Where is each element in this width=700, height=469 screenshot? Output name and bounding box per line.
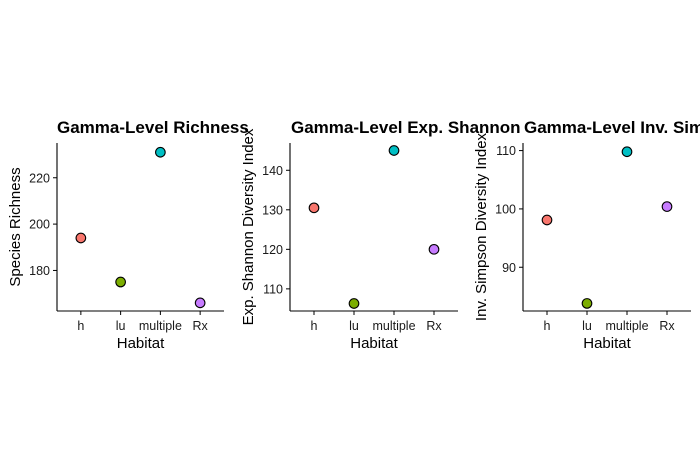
data-point-Rx xyxy=(661,201,673,212)
y-tick-label: 130 xyxy=(262,203,283,217)
y-tick-label: 220 xyxy=(29,171,50,185)
y-tick-label: 90 xyxy=(502,261,516,275)
x-tick-label: Rx xyxy=(659,319,675,333)
chart-title: Gamma-Level Richness xyxy=(57,118,249,137)
y-axis-title: Inv. Simpson Diversity Index xyxy=(473,132,490,321)
x-tick-label: multiple xyxy=(605,319,648,333)
y-tick-label: 180 xyxy=(29,264,50,278)
chart-panel-2: 110 120 130 140 h lu multiple Rx Habitat Exp. Sha… xyxy=(240,118,521,352)
x-axis-title: Habitat xyxy=(583,335,631,352)
x-tick-label: h xyxy=(544,319,551,333)
data-point-multiple xyxy=(388,145,400,156)
x-tick-label: multiple xyxy=(139,319,182,333)
x-tick-label: h xyxy=(311,319,318,333)
data-point-h xyxy=(75,232,87,244)
data-point-multiple xyxy=(621,146,633,158)
x-tick-label: lu xyxy=(349,319,359,333)
x-tick-label: lu xyxy=(582,319,592,333)
x-axis-title: Habitat xyxy=(350,335,398,352)
data-point-lu xyxy=(581,298,593,309)
x-tick-label: Rx xyxy=(193,319,209,333)
x-tick-label: h xyxy=(77,319,84,333)
x-tick-label: Rx xyxy=(426,319,442,333)
data-point-h xyxy=(308,202,320,214)
chart-title: Gamma-Level Inv. Simpson xyxy=(524,118,700,137)
x-axis-title: Habitat xyxy=(117,335,165,352)
chart-title: Gamma-Level Exp. Shannon xyxy=(291,118,521,137)
data-point-Rx xyxy=(428,243,440,255)
chart-panel-3: 90 100 110 h lu multiple Rx Habitat Inv. Simpson… xyxy=(473,118,700,352)
y-axis-title: Species Richness xyxy=(7,167,24,286)
data-point-h xyxy=(541,214,553,226)
y-tick-label: 110 xyxy=(496,144,516,158)
y-tick-label: 200 xyxy=(29,218,50,232)
x-tick-label: lu xyxy=(116,319,126,333)
y-tick-label: 140 xyxy=(262,164,283,178)
y-axis-title: Exp. Shannon Diversity Index xyxy=(240,128,257,325)
data-point-lu xyxy=(348,298,360,309)
chart-panel-1: 180 200 220 h lu multiple Rx Habitat Species Ric… xyxy=(7,118,249,352)
x-tick-label: multiple xyxy=(372,319,415,333)
data-point-Rx xyxy=(194,297,206,309)
data-point-lu xyxy=(115,276,126,288)
y-tick-label: 110 xyxy=(263,282,283,296)
y-tick-label: 120 xyxy=(262,243,283,257)
y-tick-label: 100 xyxy=(495,202,516,216)
data-point-multiple xyxy=(155,146,166,158)
